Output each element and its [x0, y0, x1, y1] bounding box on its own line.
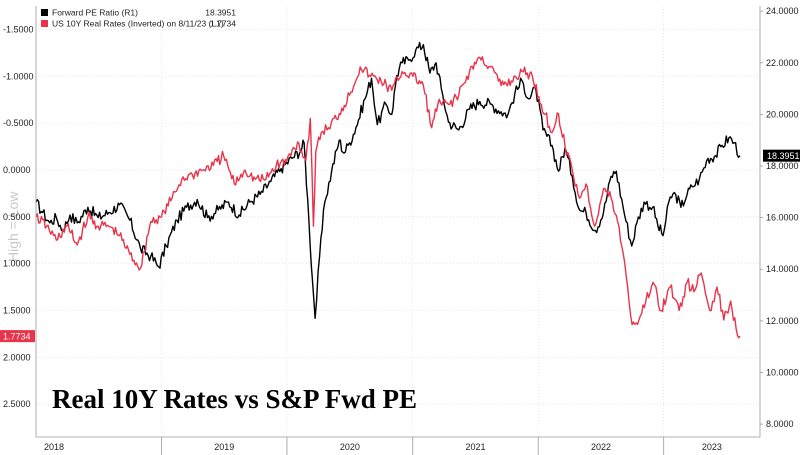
- series-line-forward-pe: [35, 41, 741, 319]
- x-tick-label: 2023: [702, 442, 722, 452]
- left-tick-label: -0.5000: [3, 118, 34, 128]
- left-tick-label: 0.5000: [3, 212, 31, 222]
- x-tick-label: 2018: [44, 442, 64, 452]
- legend-swatch: [41, 20, 48, 27]
- real-rate-last-value-text: 1.7734: [3, 332, 31, 342]
- right-tick-label: 14.0000: [766, 264, 799, 274]
- grid: [36, 6, 760, 437]
- legend-entry-value: 18.3951: [205, 8, 236, 18]
- right-tick-label: 24.0000: [766, 6, 799, 16]
- x-tick-label: 2020: [340, 442, 360, 452]
- legend-entry-name: Forward PE Ratio (R1): [52, 8, 138, 18]
- legend-swatch: [41, 9, 48, 16]
- watermark-layer: High = Low: [5, 191, 21, 262]
- x-tick-label: 2021: [465, 442, 485, 452]
- left-tick-label: 1.0000: [3, 259, 31, 269]
- right-tick-label: 16.0000: [766, 213, 799, 223]
- left-tick-label: 2.5000: [3, 399, 31, 409]
- real-rate-last-value-badge: [0, 330, 35, 343]
- pe-last-value-text: 18.3951: [767, 151, 800, 161]
- left-tick-label: 2.0000: [3, 352, 31, 362]
- pe-last-value-badge: [763, 149, 800, 162]
- right-tick-label: 8.0000: [766, 419, 794, 429]
- x-tick-label: 2019: [214, 442, 234, 452]
- chart-annotation: Real 10Y Rates vs S&P Fwd PE: [52, 384, 417, 414]
- right-tick-label: 20.0000: [766, 109, 799, 119]
- left-tick-label: 1.5000: [3, 306, 31, 316]
- series-layer: [35, 41, 741, 339]
- right-tick-label: 18.0000: [766, 161, 799, 171]
- left-tick-label: 0.0000: [3, 165, 31, 175]
- x-tick-label: 2022: [591, 442, 611, 452]
- series-line-real-rates: [35, 56, 741, 339]
- right-tick-label: 12.0000: [766, 316, 799, 326]
- faint-axis-watermark: High = Low: [5, 191, 21, 262]
- left-tick-label: -1.0000: [3, 71, 34, 81]
- left-tick-label: -1.5000: [3, 24, 34, 34]
- legend-entry-value: 1.7734: [210, 19, 236, 29]
- axes: -1.5000-1.0000-0.50000.00000.50001.00001…: [3, 6, 799, 455]
- right-tick-label: 22.0000: [766, 58, 799, 68]
- last-value-badges: 18.3951 1.7734: [0, 149, 800, 343]
- right-tick-label: 10.0000: [766, 367, 799, 377]
- legend-entry-name: US 10Y Real Rates (Inverted) on 8/11/23 …: [52, 19, 224, 29]
- legend-background: [38, 7, 238, 29]
